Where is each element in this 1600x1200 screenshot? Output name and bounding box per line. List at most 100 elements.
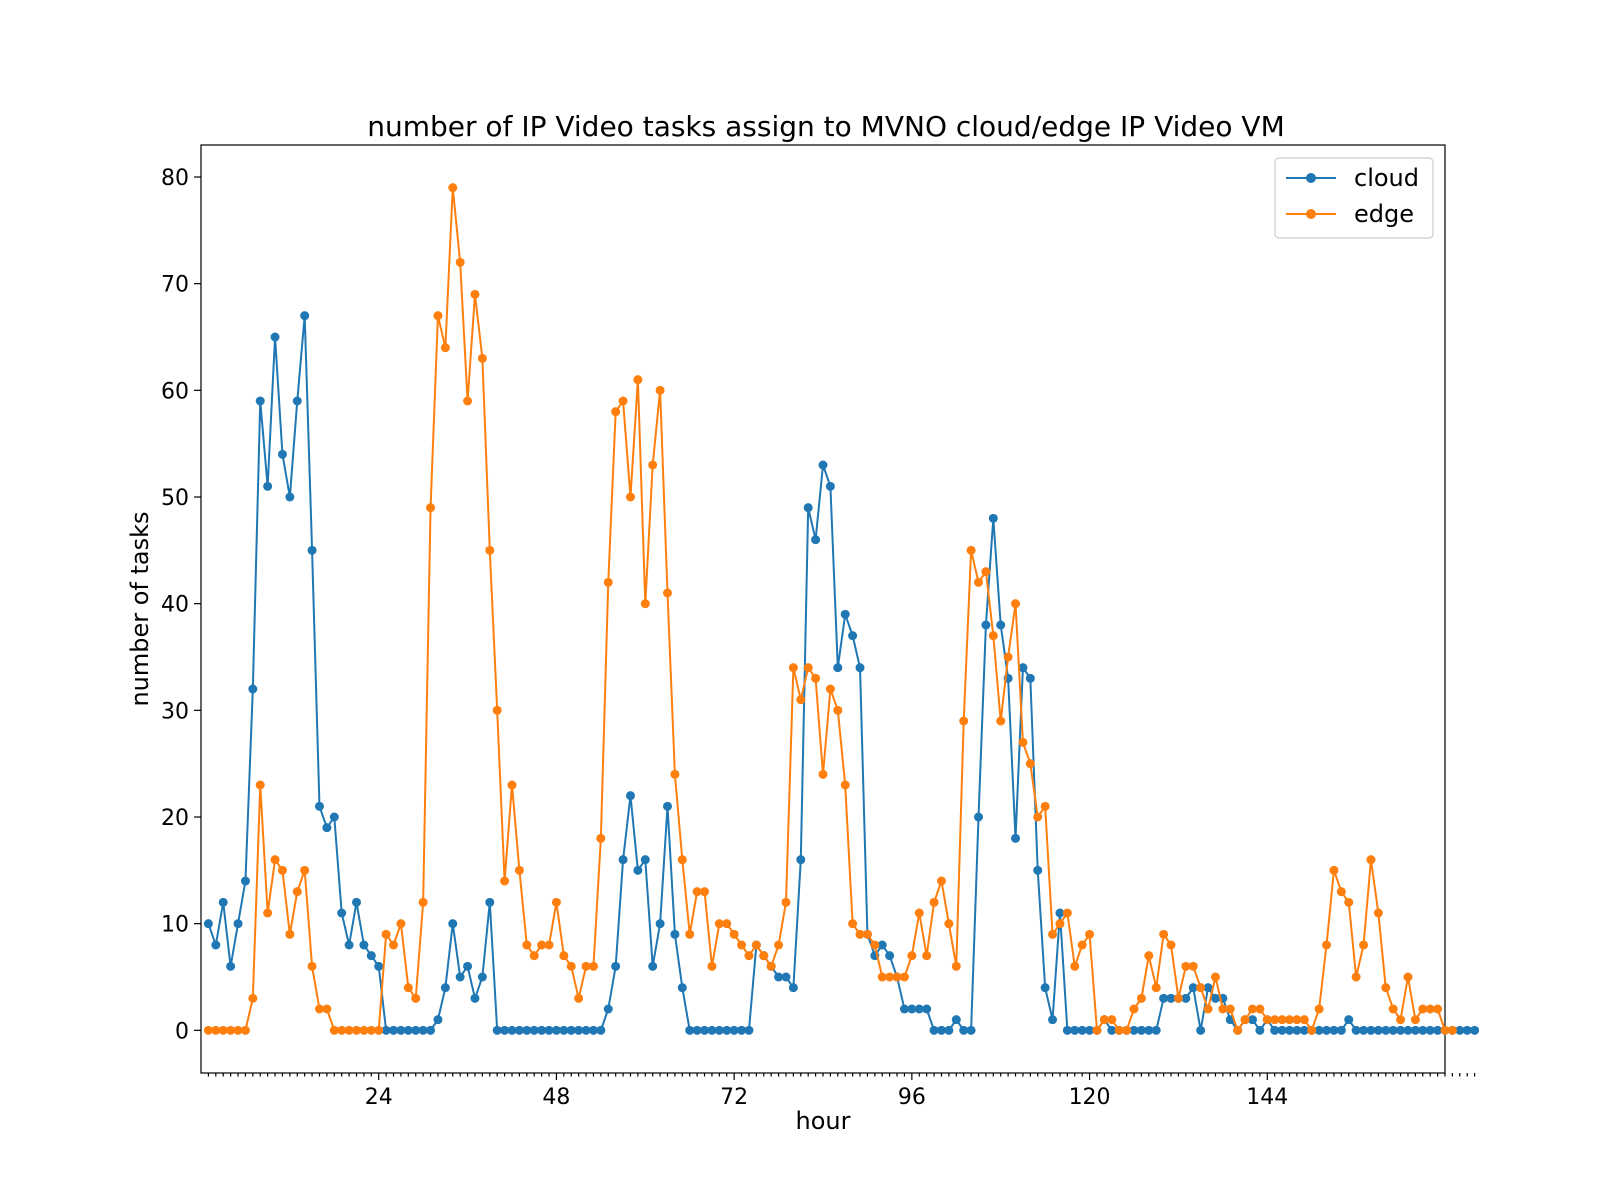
data-point-cloud <box>248 685 257 694</box>
data-point-cloud <box>315 802 324 811</box>
data-point-edge <box>922 951 931 960</box>
data-point-edge <box>1033 813 1042 822</box>
data-point-edge <box>522 941 531 950</box>
data-point-edge <box>1403 973 1412 982</box>
data-point-cloud <box>811 535 820 544</box>
data-point-edge <box>1189 962 1198 971</box>
data-point-cloud <box>596 1026 605 1035</box>
data-point-edge <box>1004 653 1013 662</box>
data-point-cloud <box>345 941 354 950</box>
data-point-cloud <box>263 482 272 491</box>
data-point-edge <box>1167 941 1176 950</box>
data-point-edge <box>685 930 694 939</box>
data-point-edge <box>826 685 835 694</box>
data-point-cloud <box>426 1026 435 1035</box>
legend-label-cloud: cloud <box>1354 164 1419 192</box>
x-tick-label: 24 <box>365 1085 393 1110</box>
data-point-edge <box>930 898 939 907</box>
data-point-edge <box>1018 738 1027 747</box>
data-point-cloud <box>996 621 1005 630</box>
axis-ticks: 0 10 20 30 40 50 60 70 80 24 48 72 96 120 144 <box>161 166 1475 1110</box>
data-point-edge <box>641 599 650 608</box>
data-point-edge <box>596 834 605 843</box>
data-point-cloud <box>848 631 857 640</box>
data-point-edge <box>1048 930 1057 939</box>
data-point-edge <box>1211 973 1220 982</box>
data-point-edge <box>441 343 450 352</box>
data-point-cloud <box>374 962 383 971</box>
data-point-cloud <box>308 546 317 555</box>
data-point-cloud <box>641 855 650 864</box>
data-point-edge <box>567 962 576 971</box>
data-point-cloud <box>226 962 235 971</box>
data-point-cloud <box>1026 674 1035 683</box>
data-point-edge <box>574 994 583 1003</box>
series-cloud <box>204 311 1479 1035</box>
data-point-edge <box>952 962 961 971</box>
data-point-cloud <box>885 951 894 960</box>
data-point-edge <box>1396 1015 1405 1024</box>
data-point-cloud <box>1470 1026 1479 1035</box>
series-line-edge <box>208 188 1452 1031</box>
data-point-edge <box>1137 994 1146 1003</box>
data-point-cloud <box>841 610 850 619</box>
data-point-edge <box>722 919 731 928</box>
data-point-cloud <box>944 1026 953 1035</box>
data-point-edge <box>470 290 479 299</box>
data-point-cloud <box>1048 1015 1057 1024</box>
data-point-cloud <box>819 461 828 470</box>
data-point-edge <box>411 994 420 1003</box>
data-point-edge <box>278 866 287 875</box>
data-point-cloud <box>833 663 842 672</box>
data-point-edge <box>1233 1026 1242 1035</box>
data-point-edge <box>485 546 494 555</box>
data-point-edge <box>1122 1026 1131 1035</box>
data-point-cloud <box>604 1005 613 1014</box>
x-tick-label: 120 <box>1069 1085 1111 1110</box>
data-point-edge <box>1130 1005 1139 1014</box>
data-point-edge <box>967 546 976 555</box>
data-point-cloud <box>796 855 805 864</box>
data-point-edge <box>1085 930 1094 939</box>
chart-title: number of IP Video tasks assign to MVNO … <box>367 110 1285 143</box>
data-point-edge <box>730 930 739 939</box>
x-tick-label: 144 <box>1246 1085 1288 1110</box>
data-point-edge <box>456 258 465 267</box>
data-point-edge <box>959 717 968 726</box>
data-point-edge <box>248 994 257 1003</box>
data-point-edge <box>589 962 598 971</box>
data-point-edge <box>1152 983 1161 992</box>
data-point-edge <box>1329 866 1338 875</box>
data-point-edge <box>293 887 302 896</box>
data-point-edge <box>670 770 679 779</box>
data-point-edge <box>937 877 946 886</box>
data-point-edge <box>700 887 709 896</box>
data-point-edge <box>900 973 909 982</box>
data-point-cloud <box>826 482 835 491</box>
legend: cloud edge <box>1275 158 1433 238</box>
data-point-edge <box>389 941 398 950</box>
data-point-cloud <box>485 898 494 907</box>
data-point-edge <box>1070 962 1079 971</box>
data-point-edge <box>374 1026 383 1035</box>
data-point-cloud <box>804 503 813 512</box>
data-point-edge <box>433 311 442 320</box>
data-point-cloud <box>670 930 679 939</box>
data-point-edge <box>1196 983 1205 992</box>
legend-label-edge: edge <box>1354 200 1414 228</box>
data-point-edge <box>604 578 613 587</box>
data-point-edge <box>559 951 568 960</box>
data-point-edge <box>1255 1005 1264 1014</box>
data-point-edge <box>1174 994 1183 1003</box>
data-point-edge <box>974 578 983 587</box>
data-point-cloud <box>1196 1026 1205 1035</box>
data-point-edge <box>552 898 561 907</box>
data-point-cloud <box>626 791 635 800</box>
data-point-edge <box>285 930 294 939</box>
data-point-cloud <box>648 962 657 971</box>
data-point-cloud <box>278 450 287 459</box>
data-point-cloud <box>441 983 450 992</box>
data-point-edge <box>271 855 280 864</box>
data-point-edge <box>1366 855 1375 864</box>
